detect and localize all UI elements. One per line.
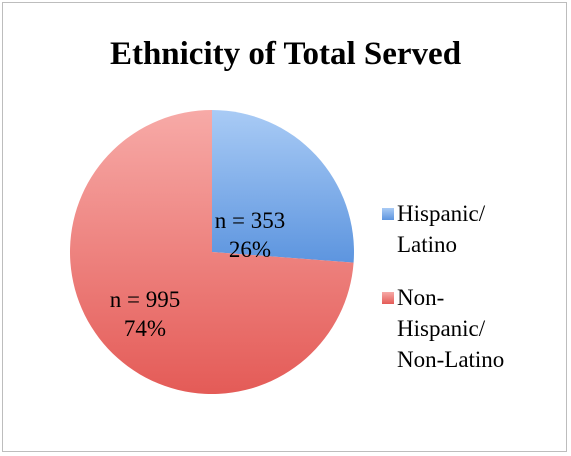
data-label-percent-hispanic: 26% [229,237,271,262]
legend-swatch-hispanic [382,208,394,220]
data-label-count-non-hispanic: n = 995 [110,287,180,312]
chart-title: Ethnicity of Total Served [109,36,462,72]
data-label-count-hispanic: n = 353 [215,208,285,233]
legend-label-non-hispanic: Non- Hispanic/ Non-Latino [397,285,505,372]
data-label-percent-non-hispanic: 74% [124,316,166,341]
pie-slice-non-hispanic [69,110,354,394]
legend-label-hispanic: Hispanic/ Latino [397,201,486,257]
pie-slice-hispanic [212,110,354,263]
legend-swatch-non-hispanic [382,292,394,304]
